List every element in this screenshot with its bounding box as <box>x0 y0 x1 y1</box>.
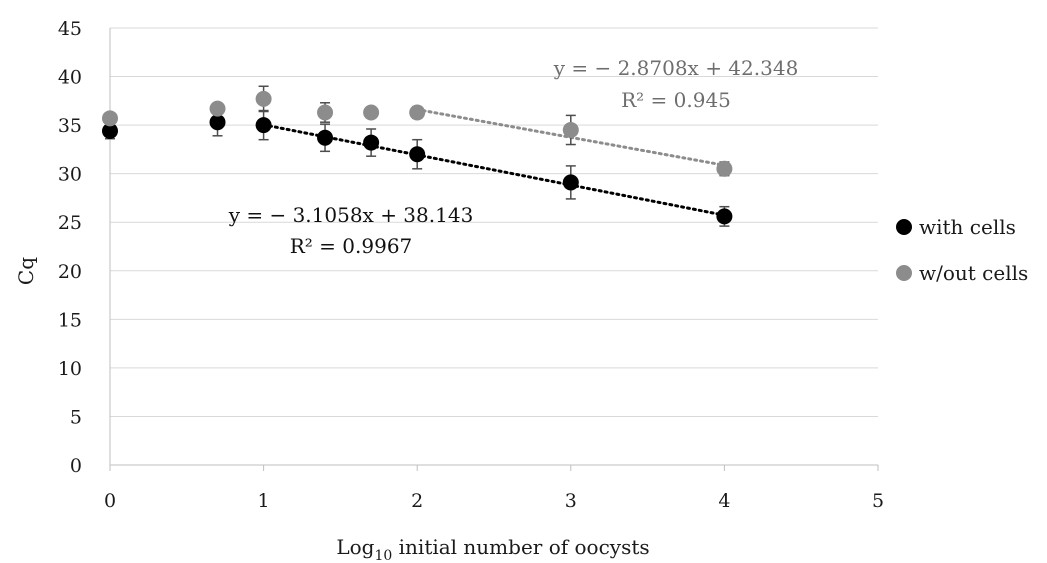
trendline-r2-with-cells: R² = 0.9967 <box>290 234 413 258</box>
legend: with cells w/out cells <box>896 215 1028 285</box>
point-w-out-cells-2 <box>255 90 272 107</box>
trendline-r2-wout-cells: R² = 0.945 <box>621 88 731 112</box>
point-w-out-cells-7 <box>716 160 733 177</box>
point-with-cells-5 <box>409 146 426 163</box>
point-with-cells-4 <box>363 134 380 151</box>
point-w-out-cells-1 <box>209 100 226 117</box>
trendline-equation-wout-cells: y = − 2.8708x + 42.348 <box>553 56 799 80</box>
y-axis-title: Cq <box>14 257 38 285</box>
legend-item-wout-cells: w/out cells <box>896 261 1028 285</box>
point-w-out-cells-4 <box>363 104 380 121</box>
point-w-out-cells-6 <box>562 121 579 138</box>
y-tick-label-25: 25 <box>58 212 82 234</box>
point-w-out-cells-3 <box>317 104 334 121</box>
point-with-cells-0 <box>102 122 118 139</box>
axes <box>109 28 879 471</box>
point-w-out-cells-5 <box>409 104 426 121</box>
point-with-cells-2 <box>255 117 272 134</box>
x-tick-label-2: 2 <box>411 490 423 512</box>
legend-marker-wout-cells <box>896 265 912 281</box>
x-axis-title-suffix: initial number of oocysts <box>392 535 649 559</box>
y-tick-label-40: 40 <box>58 67 82 89</box>
x-axis-title-prefix: Log <box>336 535 374 559</box>
legend-label-wout-cells: w/out cells <box>919 261 1028 285</box>
y-tick-label-45: 45 <box>58 18 82 40</box>
gridlines <box>110 27 878 417</box>
point-with-cells-3 <box>317 129 334 146</box>
y-tick-label-20: 20 <box>58 261 82 283</box>
data-points <box>102 90 733 225</box>
x-axis-title-subscript: 10 <box>374 548 392 563</box>
x-tick-label-5: 5 <box>872 490 884 512</box>
legend-marker-with-cells <box>896 219 912 235</box>
legend-item-with-cells: with cells <box>896 215 1016 239</box>
y-tick-label-5: 5 <box>70 406 82 428</box>
y-tick-label-0: 0 <box>70 455 82 477</box>
point-w-out-cells-0 <box>102 110 118 127</box>
point-with-cells-7 <box>716 208 733 225</box>
legend-label-with-cells: with cells <box>919 215 1016 239</box>
trendline-with-cells <box>262 123 726 217</box>
x-axis-title: Log10 initial number of oocysts <box>336 535 649 563</box>
y-tick-labels: 0 5 10 15 20 25 30 35 40 45 <box>58 18 82 477</box>
y-tick-label-15: 15 <box>58 309 82 331</box>
y-tick-label-10: 10 <box>58 358 82 380</box>
x-tick-labels: 0 1 2 3 4 5 <box>104 490 884 512</box>
x-tick-label-0: 0 <box>104 490 116 512</box>
point-with-cells-6 <box>562 174 579 191</box>
trendline-equation-with-cells: y = − 3.1058x + 38.143 <box>228 203 474 227</box>
y-tick-label-35: 35 <box>58 115 82 137</box>
x-tick-label-4: 4 <box>718 490 730 512</box>
x-tick-label-3: 3 <box>565 490 577 512</box>
y-tick-label-30: 30 <box>58 164 82 186</box>
point-with-cells-1 <box>209 114 226 131</box>
x-tick-label-1: 1 <box>258 490 270 512</box>
